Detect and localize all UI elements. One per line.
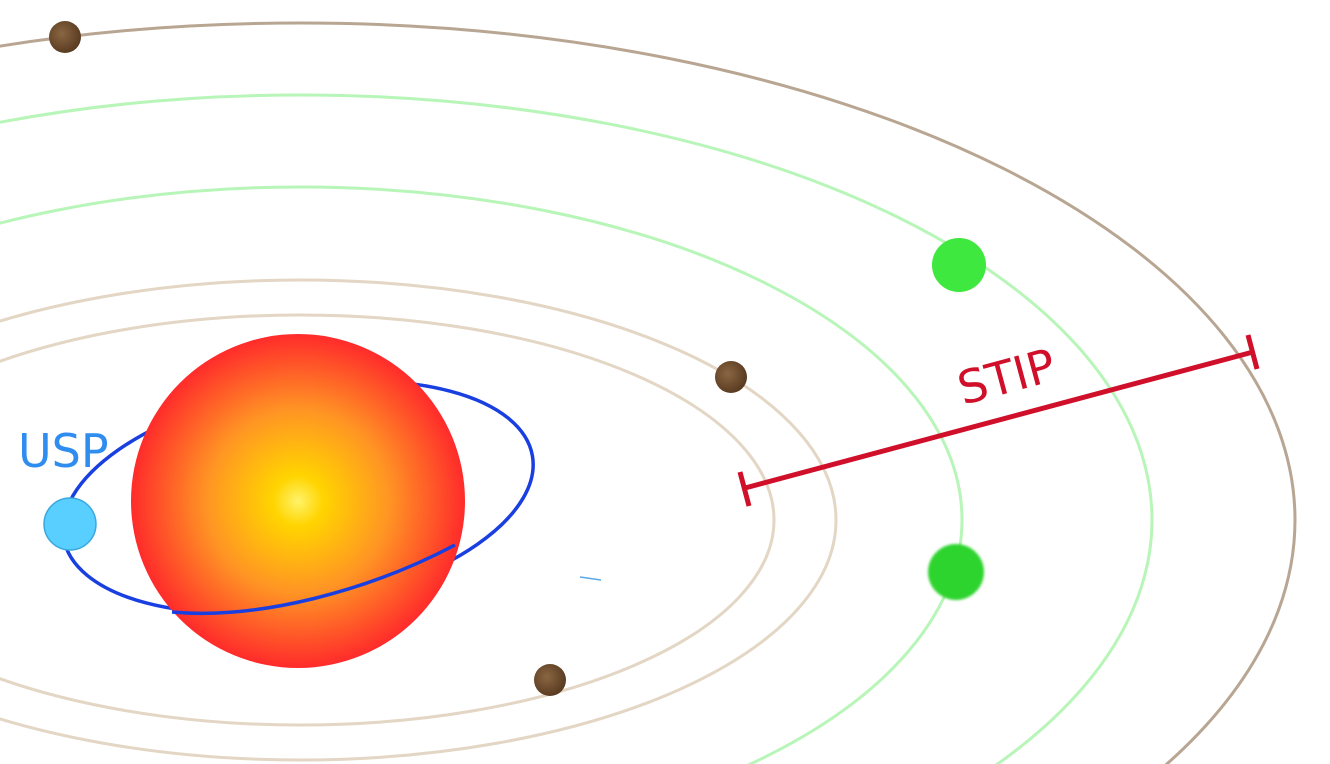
usp-label: USP xyxy=(18,424,109,478)
stip-bar-left-cap xyxy=(737,471,752,507)
usp-planet xyxy=(43,497,97,551)
rocky-planet-inner xyxy=(715,361,747,393)
stip-bar-right-cap xyxy=(1245,334,1260,370)
rocky-planet-top-left xyxy=(49,21,81,53)
rocky-orbit-outer xyxy=(0,278,838,762)
outer-orbit xyxy=(0,21,1297,764)
rocky-orbit-inner xyxy=(0,313,776,727)
habitable-planet-bottom xyxy=(928,544,984,600)
stray-mark xyxy=(579,576,602,581)
stip-label: STIP xyxy=(952,338,1061,416)
host-star xyxy=(131,334,465,668)
habitable-orbit-outer xyxy=(0,93,1154,764)
usp-orbit-front xyxy=(171,543,456,616)
rocky-planet-bottom xyxy=(534,664,566,696)
habitable-planet-top xyxy=(932,238,986,292)
habitable-orbit-inner xyxy=(0,185,964,764)
stip-bar xyxy=(744,349,1254,491)
